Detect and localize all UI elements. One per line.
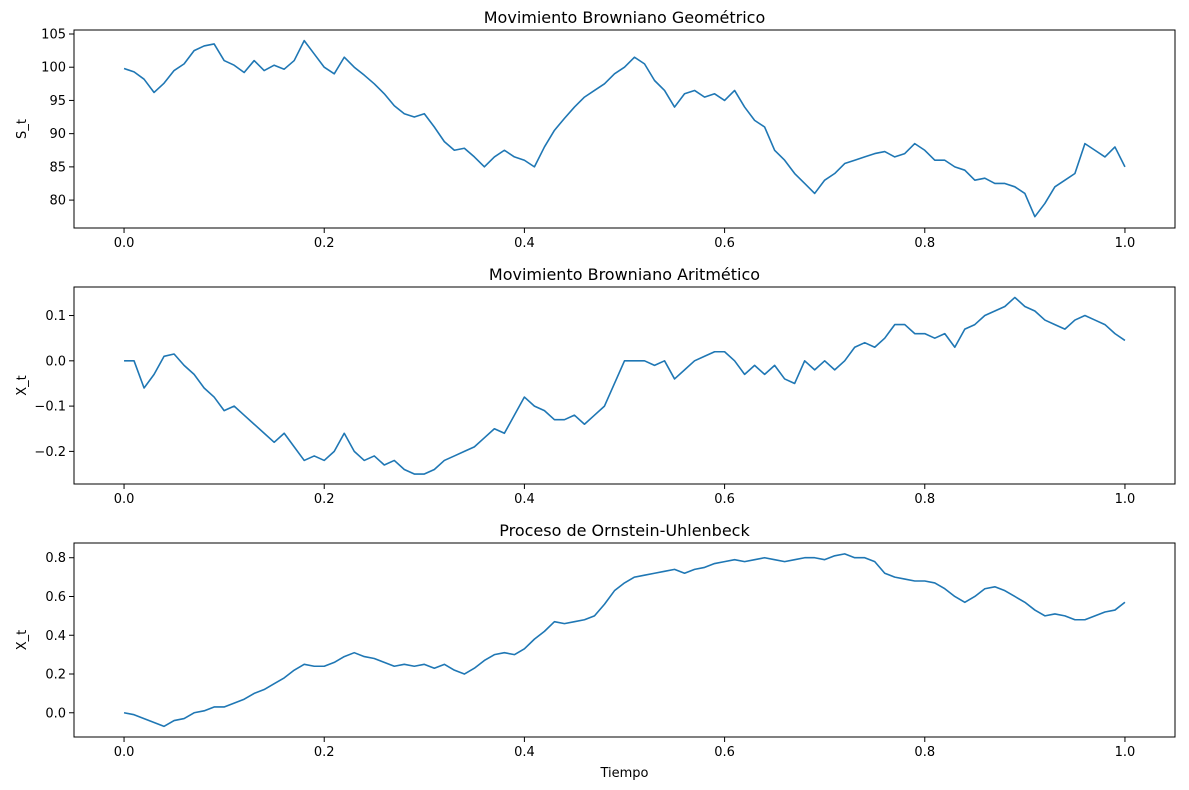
x-tick-label: 1.0 <box>1115 745 1136 760</box>
chart-title: Movimiento Browniano Aritmético <box>489 265 760 284</box>
y-tick-label: 0.8 <box>45 551 66 566</box>
subplot-1: Movimiento Browniano Geométrico 0.0 0.2 0.4… <box>15 8 1176 251</box>
plot-frame <box>73 542 1176 738</box>
y-axis-label: X_t <box>15 630 30 651</box>
y-tick-label: 105 <box>41 27 66 42</box>
y-tick-label: 90 <box>49 127 66 142</box>
y-axis-label: X_t <box>15 375 30 396</box>
plot-frame <box>73 29 1176 229</box>
y-tick-label: 85 <box>49 160 66 175</box>
x-tick-label: 0.6 <box>714 492 735 507</box>
series-line <box>123 39 1126 218</box>
y-tick-label: 100 <box>41 61 66 76</box>
series-line <box>123 553 1126 728</box>
chart-title: Proceso de Ornstein-Uhlenbeck <box>499 521 750 540</box>
y-tick-label: 80 <box>49 194 66 209</box>
x-tick-label: 0.8 <box>914 236 935 251</box>
y-axis-label: S_t <box>15 119 30 139</box>
y-tick-label: 0.4 <box>45 629 66 644</box>
y-tick-label: 95 <box>49 94 66 109</box>
x-tick-label: 0.8 <box>914 492 935 507</box>
subplots: Movimiento Browniano Geométrico 0.0 0.2 0.4… <box>15 8 1176 781</box>
x-tick-label: 0.0 <box>114 492 135 507</box>
y-tick-label: 0.2 <box>45 668 66 683</box>
y-tick-label: 0.6 <box>45 590 66 605</box>
subplot-3: Proceso de Ornstein-Uhlenbeck 0.0 0.2 0.4 0.… <box>15 521 1176 781</box>
y-tick-label: −0.2 <box>34 445 66 460</box>
x-tick-label: 0.4 <box>514 492 535 507</box>
x-tick-label: 0.0 <box>114 745 135 760</box>
subplot-2: Movimiento Browniano Aritmético 0.0 0.2 0.4… <box>15 265 1176 507</box>
series-line <box>124 296 1126 475</box>
x-tick-label: 0.4 <box>514 745 535 760</box>
x-tick-label: 0.6 <box>714 236 735 251</box>
x-tick-label: 1.0 <box>1115 492 1136 507</box>
plot-frame <box>73 286 1176 485</box>
x-axis-label: Tiempo <box>599 766 648 781</box>
x-tick-label: 0.2 <box>314 745 335 760</box>
x-tick-label: 0.2 <box>314 236 335 251</box>
x-tick-label: 1.0 <box>1115 236 1136 251</box>
x-tick-label: 0.4 <box>514 236 535 251</box>
y-tick-label: 0.0 <box>45 706 66 721</box>
y-tick-label: 0.0 <box>45 354 66 369</box>
x-tick-label: 0.8 <box>914 745 935 760</box>
x-tick-label: 0.2 <box>314 492 335 507</box>
y-tick-label: −0.1 <box>34 400 66 415</box>
y-tick-label: 0.1 <box>45 309 66 324</box>
x-tick-label: 0.0 <box>114 236 135 251</box>
chart-title: Movimiento Browniano Geométrico <box>484 8 766 27</box>
x-tick-label: 0.6 <box>714 745 735 760</box>
